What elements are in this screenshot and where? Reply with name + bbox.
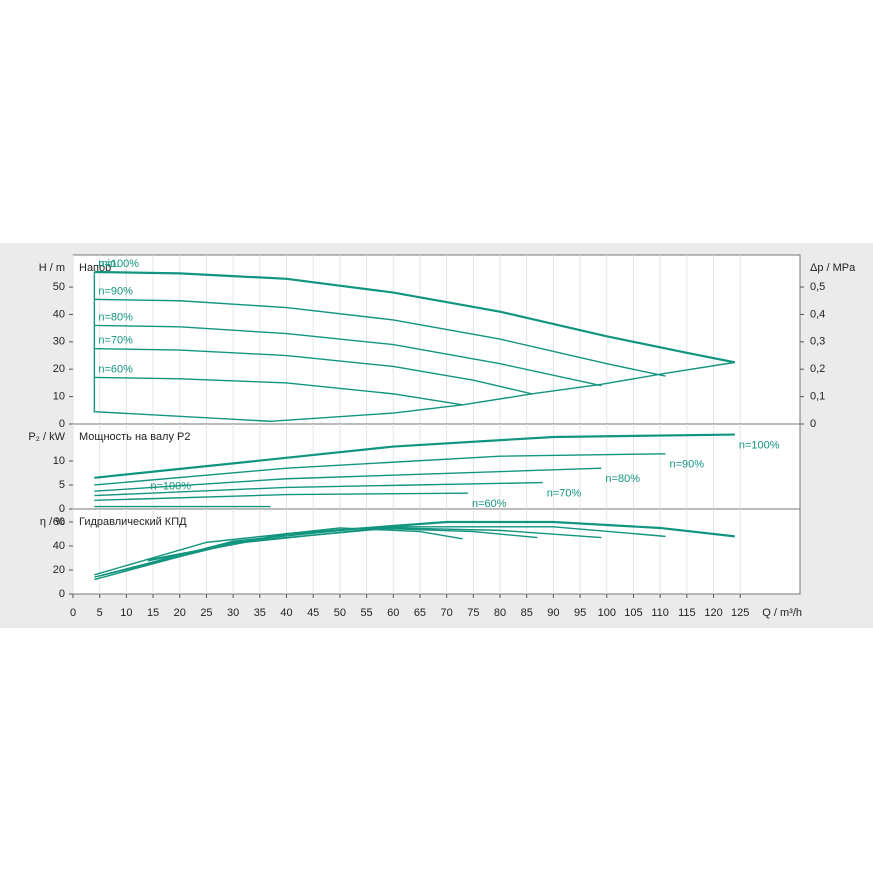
y-tick-label: 20 (53, 363, 65, 375)
y-tick-label: 0 (59, 503, 65, 515)
x-tick-label: 30 (227, 607, 239, 619)
y-tick-label: 5 (59, 479, 65, 491)
curve (94, 453, 666, 486)
curve-label: n=70% (98, 335, 133, 347)
curve-label: n=90% (98, 285, 133, 297)
x-tick-label: 125 (731, 607, 749, 619)
x-tick-label: 75 (467, 607, 479, 619)
x-tick-label: 85 (521, 607, 533, 619)
x-tick-label: 90 (547, 607, 559, 619)
x-tick-label: 20 (174, 607, 186, 619)
y2-axis-label: Δp / MPa (810, 262, 856, 274)
curve (94, 433, 735, 479)
x-tick-label: 70 (441, 607, 453, 619)
curve (94, 376, 463, 406)
y2-tick-label: 0,1 (810, 391, 825, 403)
curve-label: min. (98, 258, 119, 270)
y-tick-label: 30 (53, 336, 65, 348)
x-tick-label: 35 (254, 607, 266, 619)
curve (94, 467, 602, 492)
curve-label: n=60% (98, 363, 133, 375)
curve (94, 270, 736, 364)
y-tick-label: 60 (53, 516, 65, 528)
curve (94, 527, 602, 581)
x-tick-label: 65 (414, 607, 426, 619)
x-tick-label: 80 (494, 607, 506, 619)
y-tick-label: 10 (53, 455, 65, 467)
curve (94, 527, 538, 578)
y2-tick-label: 0 (810, 418, 816, 430)
x-tick-label: 50 (334, 607, 346, 619)
x-tick-label: 60 (387, 607, 399, 619)
y-axis-label: η / % (40, 516, 65, 528)
curve (94, 492, 468, 502)
x-tick-label: 120 (704, 607, 722, 619)
panel-title: Гидравлический КПД (79, 516, 187, 528)
plot-area (72, 254, 801, 425)
curve (94, 298, 666, 377)
y-tick-label: 40 (53, 540, 65, 552)
curve-label: n=90% (669, 459, 704, 471)
curve-label: n=60% (472, 498, 507, 510)
x-axis-label: Q / m³/h (762, 607, 802, 619)
x-tick-label: 45 (307, 607, 319, 619)
curve-label: n=70% (547, 487, 582, 499)
y2-tick-label: 0,3 (810, 336, 825, 348)
y-tick-label: 40 (53, 308, 65, 320)
x-tick-label: 100 (598, 607, 616, 619)
curve (94, 527, 463, 576)
y-tick-label: 50 (53, 281, 65, 293)
x-tick-label: 40 (280, 607, 292, 619)
panel-title: Напор (79, 262, 111, 274)
y-axis-label: P₂ / kW (28, 431, 65, 443)
x-tick-label: 5 (97, 607, 103, 619)
y2-tick-label: 0,4 (810, 308, 825, 320)
x-tick-label: 10 (120, 607, 132, 619)
x-tick-label: 105 (624, 607, 642, 619)
y-tick-label: 0 (59, 588, 65, 600)
y-tick-label: 10 (53, 391, 65, 403)
curve-label: n=80% (605, 473, 640, 485)
x-tick-label: 0 (70, 607, 76, 619)
panel-title: Мощность на валу P2 (79, 431, 191, 443)
y2-tick-label: 0,2 (810, 363, 825, 375)
y-axis-label: H / m (39, 262, 65, 274)
curve-label: n=80% (98, 311, 133, 323)
y2-tick-label: 0,5 (810, 281, 825, 293)
y-tick-label: 20 (53, 564, 65, 576)
curve-label: n=100% (98, 258, 139, 270)
curve (94, 324, 602, 387)
curve (94, 481, 543, 497)
curve-label: n=100% (739, 439, 780, 451)
x-tick-label: 95 (574, 607, 586, 619)
x-tick-label: 115 (678, 607, 696, 619)
x-tick-label: 55 (360, 607, 372, 619)
x-tick-label: 15 (147, 607, 159, 619)
x-tick-label: 110 (651, 607, 669, 619)
y-tick-label: 0 (59, 418, 65, 430)
annotation: n=100% (150, 480, 191, 492)
x-tick-label: 25 (200, 607, 212, 619)
curve (94, 347, 533, 395)
curve (93, 271, 735, 422)
